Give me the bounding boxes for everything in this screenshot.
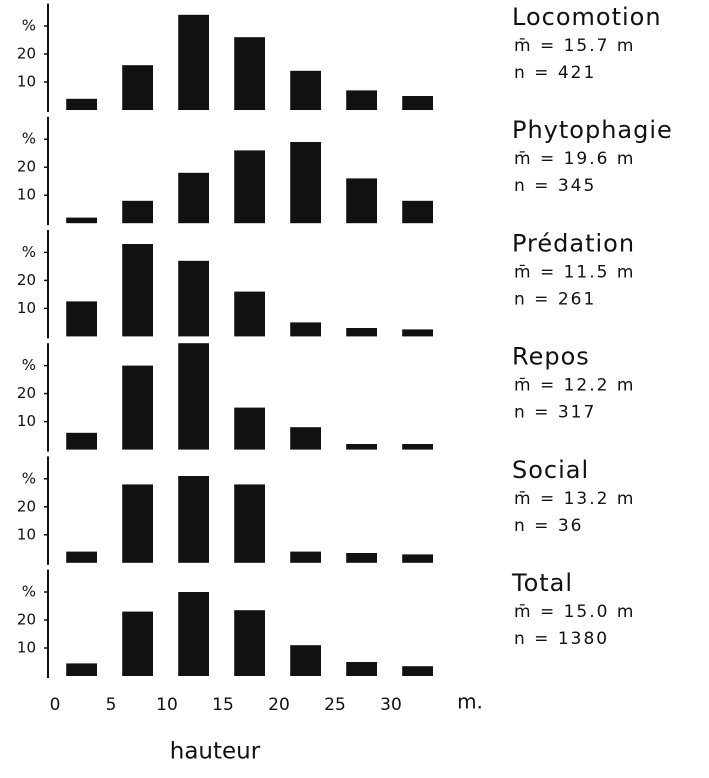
bar [122,244,153,337]
y-tick-label: 10 [17,412,36,430]
panel-stat: n = 36 [514,516,583,536]
y-tick-label: % [22,583,36,601]
y-tick-label: 10 [17,299,36,317]
panel-stat: n = 1380 [514,629,609,649]
y-tick-label: % [22,243,36,261]
y-tick-label: % [22,130,36,148]
bar [178,476,209,563]
bar [290,427,321,450]
panel-stat: n = 317 [514,403,596,423]
y-tick-label: % [22,469,36,487]
bar [234,37,265,111]
bar [122,484,153,563]
y-tick-label: 20 [17,271,36,289]
bar [346,662,377,676]
bar [178,14,209,110]
bar [66,98,97,110]
bar [178,172,209,224]
bar [234,291,265,337]
x-tick-label: 20 [268,695,290,715]
bar [402,554,433,563]
x-axis-title: hauteur [170,739,261,765]
panel-title: Prédation [512,229,635,257]
panel-title: Phytophagie [512,116,673,144]
bar [66,551,97,563]
x-tick-label: 15 [212,695,234,715]
bar [66,663,97,676]
bar [290,70,321,110]
panel-title: Locomotion [512,3,662,31]
bar [66,432,97,450]
y-tick-label: 20 [17,384,36,402]
bar [234,407,265,450]
x-tick-label: 30 [380,695,402,715]
bar [178,343,209,450]
y-tick-label: 20 [17,158,36,176]
bar [402,666,433,676]
y-tick-label: 10 [17,525,36,543]
y-tick-label: 10 [17,639,36,657]
bar [402,96,433,110]
bar [122,200,153,224]
panel-stat: n = 345 [514,176,596,196]
bar [122,65,153,110]
bar [346,444,377,450]
y-tick-label: 20 [17,611,36,629]
y-tick-label: % [22,17,36,35]
panel-stat: m̄ = 15.7 m [514,36,635,56]
panel-stat: n = 261 [514,289,596,309]
bar [66,217,97,224]
y-tick-label: 20 [17,45,36,63]
x-tick-label: 10 [156,695,178,715]
bar [290,322,321,337]
x-tick-label: 0 [50,695,61,715]
bar [66,301,97,337]
panel-stat: n = 421 [514,63,596,83]
panel-stat: m̄ = 19.6 m [514,149,635,169]
panel-stat: m̄ = 13.2 m [514,489,635,509]
bar [122,365,153,450]
x-unit: m. [457,690,483,714]
bar [402,329,433,337]
bar [178,592,209,676]
y-tick-label: 10 [17,186,36,204]
bar [346,328,377,337]
panel-title: Repos [512,343,590,371]
bar [234,610,265,676]
x-tick-label: 5 [106,695,117,715]
x-tick-label: 25 [324,695,346,715]
panel-title: Total [511,569,573,597]
bar [402,444,433,450]
bar [234,150,265,224]
bar [122,611,153,676]
bar [234,484,265,563]
panel-stat: m̄ = 11.5 m [514,262,635,282]
bar [402,200,433,224]
bar [346,553,377,563]
panel-stat: m̄ = 15.0 m [514,602,635,622]
panel-title: Social [512,456,589,484]
panel-stat: m̄ = 12.2 m [514,376,635,396]
y-tick-label: 20 [17,497,36,515]
bar [290,551,321,563]
bar [346,178,377,224]
y-tick-label: % [22,356,36,374]
y-tick-label: 10 [17,73,36,91]
bar [178,260,209,337]
bar [290,645,321,676]
bar [290,142,321,224]
bar [346,90,377,110]
